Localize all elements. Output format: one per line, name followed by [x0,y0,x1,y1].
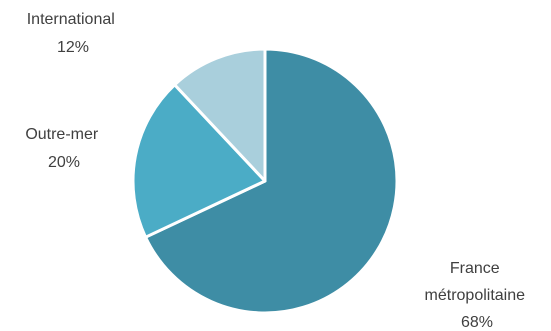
slice-label-international: International 12% [27,11,120,56]
pie-slice-france-metropolitaine [144,47,399,315]
pie-slices [131,47,399,315]
slice-value-label: 68% [461,314,493,331]
slice-label-outre-mer: Outre-mer 20% [25,126,102,171]
pie-labels: France métropolitaine 68% Outre-mer 20% … [25,11,530,331]
slice-label-france-metropolitaine: France métropolitaine 68% [425,260,530,331]
slice-label-line: International [27,11,115,28]
pie-slice-outre-mer [131,83,267,239]
slice-value-label: 12% [57,39,89,56]
pie-slice-international [173,47,267,183]
slice-label-line: métropolitaine [425,287,526,304]
slice-label-line: France [450,260,500,277]
slice-label-line: Outre-mer [25,126,99,143]
slice-value-label: 20% [48,154,80,171]
